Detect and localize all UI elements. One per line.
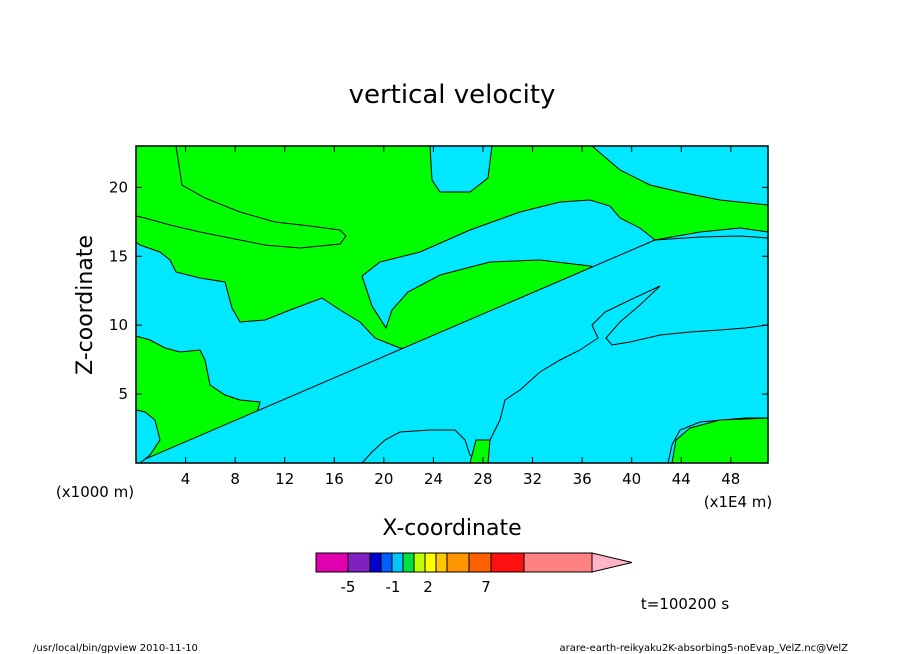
contour-region-lower-left: [136, 409, 161, 463]
x-axis-label: X-coordinate: [382, 516, 521, 541]
x-tick-label: 28: [473, 470, 492, 488]
footer-right: arare-earth-reikyaku2K-absorbing5-noEvap…: [560, 643, 849, 654]
x-tick-label: 20: [374, 470, 393, 488]
x-ticks: 4 8 12 16 20 24 28 32 36 40 44 48: [181, 146, 740, 488]
x-tick-label: 48: [721, 470, 740, 488]
y-ticks: 5 10 15 20: [109, 178, 768, 403]
colorbar-swatch: [369, 552, 382, 573]
footer-left: /usr/local/bin/gpview 2010-11-10: [33, 643, 198, 654]
colorbar-swatch: [347, 552, 371, 573]
x-tick-label: 24: [424, 470, 443, 488]
y-tick-label: 15: [109, 247, 128, 265]
x-tick-label: 40: [622, 470, 641, 488]
contour-region-bottom-green: [469, 439, 491, 463]
y-tick-label: 20: [109, 178, 128, 196]
positive-velocity-regions: [136, 146, 768, 463]
colorbar-swatch: [391, 552, 404, 573]
y-unit-label: (x1000 m): [56, 483, 134, 501]
contour-region-top-right: [591, 146, 768, 206]
contour-region-top-center: [429, 146, 493, 193]
colorbar-swatch: [446, 552, 470, 573]
colorbar-arrow: [591, 552, 633, 573]
x-tick-label: 12: [275, 470, 294, 488]
colorbar-swatch: [523, 552, 593, 573]
contour-region-right-green: [671, 417, 768, 463]
colorbar-tick-label: -1: [386, 578, 401, 596]
colorbar: [315, 552, 633, 573]
y-tick-label: 5: [118, 385, 128, 403]
x-unit-label: (x1E4 m): [704, 493, 773, 511]
colorbar-swatch: [424, 552, 437, 573]
colorbar-swatch: [413, 552, 426, 573]
colorbar-swatch: [315, 552, 349, 573]
colorbar-swatch: [402, 552, 415, 573]
colorbar-tick-labels: -5 -1 2 7: [341, 578, 491, 596]
x-tick-label: 36: [573, 470, 592, 488]
colorbar-swatch: [490, 552, 525, 573]
x-tick-label: 16: [325, 470, 344, 488]
contour-region-right: [136, 235, 768, 463]
colorbar-swatch: [468, 552, 492, 573]
colorbar-swatch: [380, 552, 393, 573]
colorbar-tick-label: -5: [341, 578, 356, 596]
x-tick-label: 32: [523, 470, 542, 488]
y-tick-label: 10: [109, 316, 128, 334]
colorbar-swatch: [435, 552, 448, 573]
colorbar-tick-label: 7: [481, 578, 491, 596]
colorbar-tick-label: 2: [423, 578, 433, 596]
plot-frame: [135, 145, 769, 464]
time-label: t=100200 s: [641, 595, 729, 613]
y-axis-label: Z-coordinate: [73, 235, 98, 375]
x-tick-label: 44: [672, 470, 691, 488]
contour-region-upper-left: [136, 146, 347, 249]
x-tick-label: 8: [230, 470, 240, 488]
x-tick-label: 4: [181, 470, 191, 488]
chart-title: vertical velocity: [349, 80, 556, 110]
